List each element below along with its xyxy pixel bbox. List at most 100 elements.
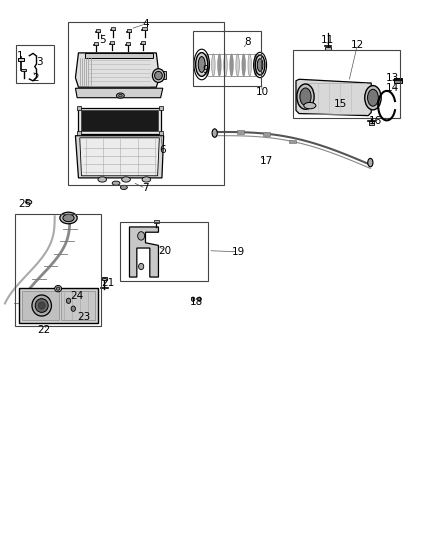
Ellipse shape (122, 177, 131, 182)
Bar (159, 106, 163, 110)
Text: 14: 14 (385, 83, 399, 93)
Text: 8: 8 (244, 37, 251, 47)
Bar (159, 71, 166, 79)
Ellipse shape (218, 54, 221, 76)
Text: 16: 16 (369, 116, 382, 126)
Polygon shape (85, 53, 153, 58)
Ellipse shape (57, 287, 60, 290)
Ellipse shape (55, 286, 62, 292)
Text: 10: 10 (256, 87, 269, 98)
Bar (78, 108, 161, 134)
Bar (110, 41, 114, 44)
Bar (193, 31, 261, 86)
Ellipse shape (254, 54, 258, 76)
Bar (142, 27, 147, 30)
Text: 4: 4 (142, 19, 149, 29)
Bar (126, 42, 131, 45)
Ellipse shape (98, 177, 106, 182)
Text: 17: 17 (260, 156, 273, 166)
Ellipse shape (28, 201, 30, 203)
Bar (293, 50, 400, 118)
Text: 3: 3 (36, 58, 43, 67)
Ellipse shape (152, 69, 165, 83)
Text: 7: 7 (142, 183, 149, 193)
Ellipse shape (198, 56, 205, 72)
Bar (77, 106, 81, 110)
Circle shape (66, 298, 71, 303)
Text: 22: 22 (37, 325, 50, 335)
Bar (77, 131, 81, 135)
Text: 18: 18 (190, 297, 203, 308)
Bar (120, 222, 208, 281)
Text: 19: 19 (232, 247, 245, 257)
Ellipse shape (112, 181, 120, 185)
Ellipse shape (248, 54, 251, 76)
Bar (154, 220, 159, 223)
Text: 12: 12 (351, 40, 364, 50)
Polygon shape (75, 88, 163, 98)
Ellipse shape (35, 298, 48, 312)
Ellipse shape (230, 54, 233, 76)
Bar (111, 27, 115, 30)
Polygon shape (130, 227, 159, 277)
Bar (22, 291, 59, 320)
Bar (141, 41, 145, 44)
Text: 13: 13 (385, 72, 399, 83)
Text: 6: 6 (159, 146, 166, 156)
Polygon shape (296, 79, 371, 116)
Text: 9: 9 (203, 65, 209, 75)
Bar (16, 45, 54, 83)
Polygon shape (75, 53, 159, 87)
Ellipse shape (120, 185, 127, 190)
Ellipse shape (368, 158, 373, 167)
Ellipse shape (365, 86, 381, 110)
Text: 2: 2 (32, 72, 39, 83)
Bar (81, 110, 159, 132)
Ellipse shape (212, 54, 215, 76)
Bar (263, 132, 270, 135)
Bar (102, 277, 107, 280)
Text: 1: 1 (17, 51, 23, 61)
Circle shape (138, 263, 144, 270)
Bar (237, 131, 244, 134)
Text: 5: 5 (99, 35, 106, 45)
Ellipse shape (236, 54, 239, 76)
Circle shape (198, 297, 201, 301)
Ellipse shape (255, 55, 265, 75)
Ellipse shape (367, 90, 378, 106)
Ellipse shape (63, 214, 74, 222)
Ellipse shape (142, 177, 151, 182)
Ellipse shape (212, 129, 217, 138)
Text: 15: 15 (333, 99, 347, 109)
Bar (127, 29, 131, 32)
Ellipse shape (155, 71, 162, 80)
Text: 20: 20 (159, 246, 172, 256)
Text: 11: 11 (321, 35, 334, 45)
Ellipse shape (119, 94, 122, 97)
Bar (19, 288, 98, 324)
Ellipse shape (196, 53, 208, 76)
Ellipse shape (304, 102, 316, 109)
Circle shape (138, 232, 145, 240)
Text: 24: 24 (71, 290, 84, 301)
Text: 23: 23 (78, 312, 91, 321)
Bar (159, 131, 163, 135)
Circle shape (71, 306, 75, 311)
Text: 21: 21 (101, 278, 114, 288)
Circle shape (191, 297, 195, 301)
Ellipse shape (117, 93, 124, 98)
Bar (21, 69, 26, 71)
Bar (15, 214, 101, 326)
Ellipse shape (38, 302, 45, 309)
Ellipse shape (205, 54, 209, 76)
Ellipse shape (242, 54, 245, 76)
Polygon shape (80, 138, 159, 176)
Polygon shape (75, 136, 164, 178)
Ellipse shape (60, 212, 77, 224)
Bar (325, 46, 331, 50)
Ellipse shape (297, 84, 314, 109)
Ellipse shape (26, 200, 32, 204)
Ellipse shape (224, 54, 227, 76)
Bar (18, 58, 24, 61)
Ellipse shape (300, 88, 311, 106)
